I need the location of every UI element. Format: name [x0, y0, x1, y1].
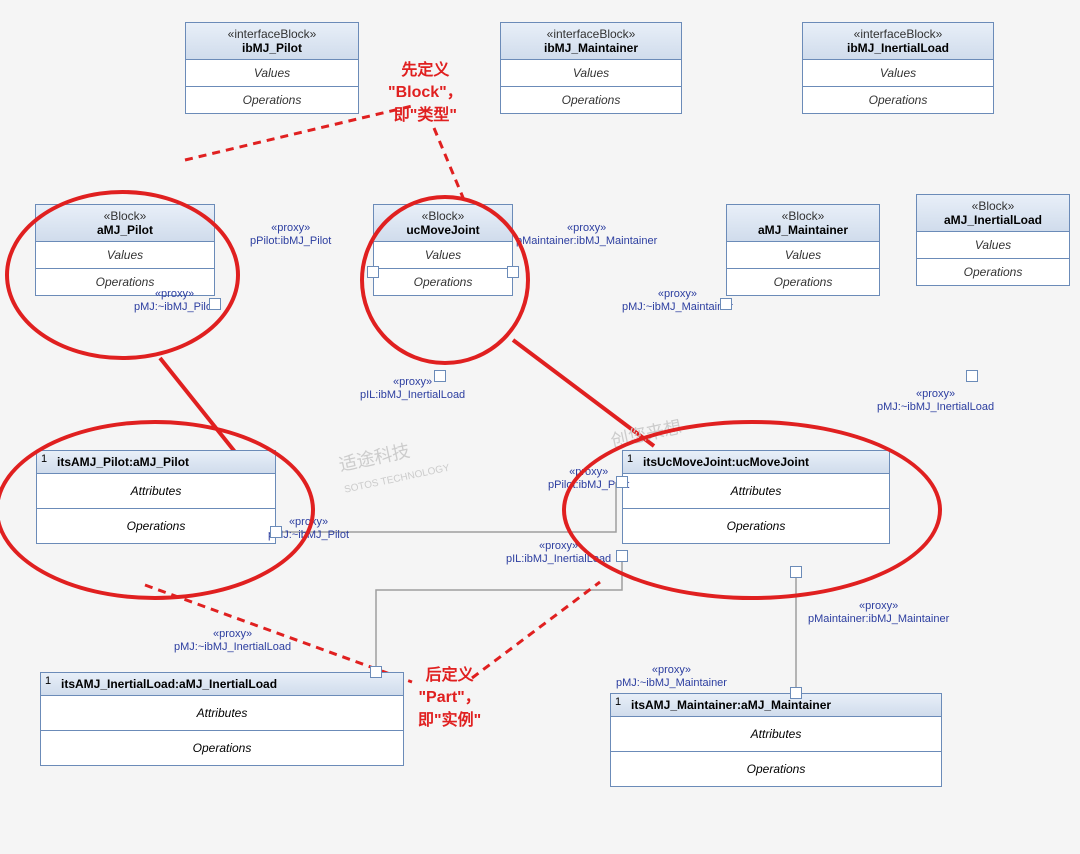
port	[367, 266, 379, 278]
port	[616, 476, 628, 488]
annotation-block-type: 先定义 "Block"， 即"类型"	[388, 60, 463, 127]
block-header: «Block»aMJ_Maintainer	[727, 205, 879, 242]
instance-header: 1itsAMJ_InertialLoad:aMJ_InertialLoad	[41, 673, 403, 696]
dashed-line	[434, 128, 464, 200]
proxy-label: «proxy»pMaintainer:ibMJ_Maintainer	[808, 600, 949, 626]
values-section: Values	[501, 60, 681, 87]
operations-section: Operations	[41, 731, 403, 765]
values-section: Values	[727, 242, 879, 269]
port	[790, 566, 802, 578]
port	[507, 266, 519, 278]
port	[790, 687, 802, 699]
values-section: Values	[36, 242, 214, 269]
attributes-section: Attributes	[41, 696, 403, 731]
attributes-section: Attributes	[37, 474, 275, 509]
instance-header: 1itsUcMoveJoint:ucMoveJoint	[623, 451, 889, 474]
watermark: 创您来想	[608, 413, 684, 453]
ins_ucmove: 1itsUcMoveJoint:ucMoveJointAttributesOpe…	[622, 450, 890, 544]
ib_pilot: «interfaceBlock»ibMJ_PilotValuesOperatio…	[185, 22, 359, 114]
attributes-section: Attributes	[623, 474, 889, 509]
port	[270, 526, 282, 538]
block-header: «Block»aMJ_Pilot	[36, 205, 214, 242]
proxy-label: «proxy»pIL:ibMJ_InertialLoad	[360, 376, 465, 402]
dashed-line	[472, 582, 600, 678]
ib_maintainer: «interfaceBlock»ibMJ_MaintainerValuesOpe…	[500, 22, 682, 114]
operations-section: Operations	[803, 87, 993, 113]
values-section: Values	[917, 232, 1069, 259]
proxy-label: «proxy»pMJ:~ibMJ_Pilot	[134, 288, 215, 314]
operations-section: Operations	[727, 269, 879, 295]
instance-header: 1itsAMJ_Maintainer:aMJ_Maintainer	[611, 694, 941, 717]
blk_maintainer: «Block»aMJ_MaintainerValuesOperations	[726, 204, 880, 296]
operations-section: Operations	[501, 87, 681, 113]
watermark: 适途科技SOTOS TECHNOLOGY	[336, 429, 451, 497]
port	[966, 370, 978, 382]
block-header: «interfaceBlock»ibMJ_Pilot	[186, 23, 358, 60]
values-section: Values	[186, 60, 358, 87]
operations-section: Operations	[186, 87, 358, 113]
operations-section: Operations	[611, 752, 941, 786]
block-header: «interfaceBlock»ibMJ_InertialLoad	[803, 23, 993, 60]
proxy-label: «proxy»pMaintainer:ibMJ_Maintainer	[516, 222, 657, 248]
connector	[376, 556, 622, 672]
port	[209, 298, 221, 310]
operations-section: Operations	[374, 269, 512, 295]
blk_ucmove: «Block»ucMoveJointValuesOperations	[373, 204, 513, 296]
proxy-label: «proxy»pMJ:~ibMJ_InertialLoad	[174, 628, 291, 654]
operations-section: Operations	[623, 509, 889, 543]
dashed-line	[185, 106, 412, 160]
values-section: Values	[374, 242, 512, 269]
block-header: «interfaceBlock»ibMJ_Maintainer	[501, 23, 681, 60]
attributes-section: Attributes	[611, 717, 941, 752]
port	[434, 370, 446, 382]
instance-header: 1itsAMJ_Pilot:aMJ_Pilot	[37, 451, 275, 474]
ib_inertial: «interfaceBlock»ibMJ_InertialLoadValuesO…	[802, 22, 994, 114]
proxy-label: «proxy»pPilot:ibMJ_Pilot	[250, 222, 331, 248]
proxy-label: «proxy»pMJ:~ibMJ_Maintainer	[622, 288, 733, 314]
block-header: «Block»ucMoveJoint	[374, 205, 512, 242]
proxy-label: «proxy»pIL:ibMJ_InertialLoad	[506, 540, 611, 566]
values-section: Values	[803, 60, 993, 87]
proxy-label: «proxy»pMJ:~ibMJ_Maintainer	[616, 664, 727, 690]
port	[720, 298, 732, 310]
blk_pilot: «Block»aMJ_PilotValuesOperations	[35, 204, 215, 296]
ins_pilot: 1itsAMJ_Pilot:aMJ_PilotAttributesOperati…	[36, 450, 276, 544]
operations-section: Operations	[917, 259, 1069, 285]
operations-section: Operations	[37, 509, 275, 543]
proxy-label: «proxy»pMJ:~ibMJ_InertialLoad	[877, 388, 994, 414]
ins_maintainer: 1itsAMJ_Maintainer:aMJ_MaintainerAttribu…	[610, 693, 942, 787]
block-header: «Block»aMJ_InertialLoad	[917, 195, 1069, 232]
ins_inertial: 1itsAMJ_InertialLoad:aMJ_InertialLoadAtt…	[40, 672, 404, 766]
annotation-part-instance: 后定义 "Part"， 即"实例"	[418, 665, 481, 732]
blk_inertial: «Block»aMJ_InertialLoadValuesOperations	[916, 194, 1070, 286]
solid-line	[513, 340, 654, 446]
port	[616, 550, 628, 562]
port	[370, 666, 382, 678]
